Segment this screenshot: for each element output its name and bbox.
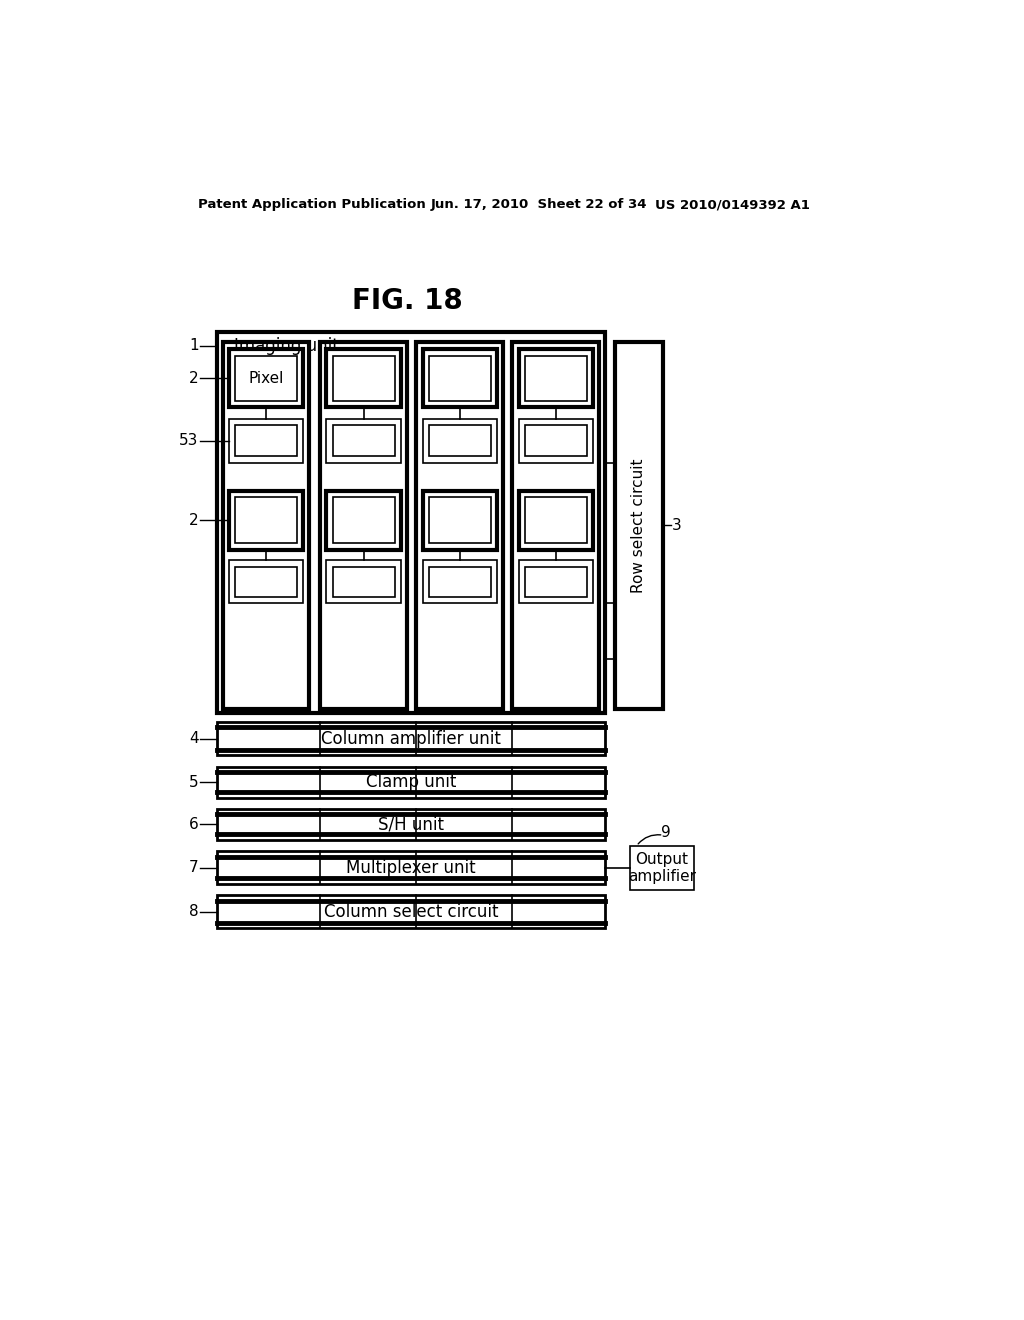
Bar — [333, 498, 394, 544]
Text: 3: 3 — [672, 517, 682, 533]
Bar — [217, 895, 604, 928]
Text: 1: 1 — [188, 338, 199, 352]
Bar — [423, 491, 497, 549]
Bar — [429, 566, 490, 598]
Bar — [327, 491, 400, 549]
Bar — [321, 342, 407, 709]
Bar — [217, 809, 604, 840]
Text: Imaging unit: Imaging unit — [234, 337, 339, 355]
Text: Patent Application Publication: Patent Application Publication — [198, 198, 426, 211]
Bar — [417, 342, 503, 709]
Bar — [423, 350, 497, 407]
Bar — [327, 350, 400, 407]
Text: Multiplexer unit: Multiplexer unit — [346, 858, 476, 876]
Text: FIG. 18: FIG. 18 — [351, 286, 463, 315]
Bar — [518, 418, 593, 462]
Bar — [614, 342, 663, 709]
Bar — [228, 350, 303, 407]
Bar — [327, 418, 400, 462]
Bar — [217, 722, 604, 755]
Bar — [217, 331, 604, 713]
Bar — [524, 566, 587, 598]
Bar — [222, 342, 309, 709]
Bar — [518, 491, 593, 549]
Text: S/H unit: S/H unit — [378, 816, 443, 833]
Bar — [228, 560, 303, 603]
Text: 8: 8 — [188, 904, 199, 919]
Text: Jun. 17, 2010  Sheet 22 of 34: Jun. 17, 2010 Sheet 22 of 34 — [430, 198, 647, 211]
Text: 7: 7 — [188, 861, 199, 875]
Bar — [234, 498, 297, 544]
Bar — [524, 498, 587, 544]
Bar — [429, 425, 490, 457]
Bar — [423, 418, 497, 462]
Bar — [228, 491, 303, 549]
Text: Row select circuit: Row select circuit — [631, 458, 646, 593]
Text: Column amplifier unit: Column amplifier unit — [321, 730, 501, 747]
Bar — [217, 767, 604, 797]
Bar — [423, 560, 497, 603]
Text: 2: 2 — [188, 512, 199, 528]
Text: 5: 5 — [188, 775, 199, 789]
Bar — [234, 425, 297, 457]
Text: 6: 6 — [188, 817, 199, 832]
Bar — [524, 425, 587, 457]
Bar — [228, 418, 303, 462]
Bar — [217, 851, 604, 884]
Bar — [524, 355, 587, 401]
Text: 9: 9 — [660, 825, 671, 840]
Bar — [630, 846, 693, 890]
Bar — [333, 425, 394, 457]
Bar — [518, 560, 593, 603]
Bar — [512, 342, 599, 709]
Bar — [234, 566, 297, 598]
Text: 53: 53 — [179, 433, 199, 447]
Bar — [429, 355, 490, 401]
Text: US 2010/0149392 A1: US 2010/0149392 A1 — [655, 198, 810, 211]
Bar — [333, 355, 394, 401]
Bar — [518, 350, 593, 407]
Text: Column select circuit: Column select circuit — [324, 903, 498, 921]
Text: 4: 4 — [188, 731, 199, 746]
Text: 2: 2 — [188, 371, 199, 385]
Bar — [234, 355, 297, 401]
Text: Clamp unit: Clamp unit — [366, 774, 456, 791]
Bar — [429, 498, 490, 544]
Bar — [333, 566, 394, 598]
Text: Pixel: Pixel — [248, 371, 284, 385]
Bar — [327, 560, 400, 603]
Text: Output
amplifier: Output amplifier — [628, 851, 696, 884]
